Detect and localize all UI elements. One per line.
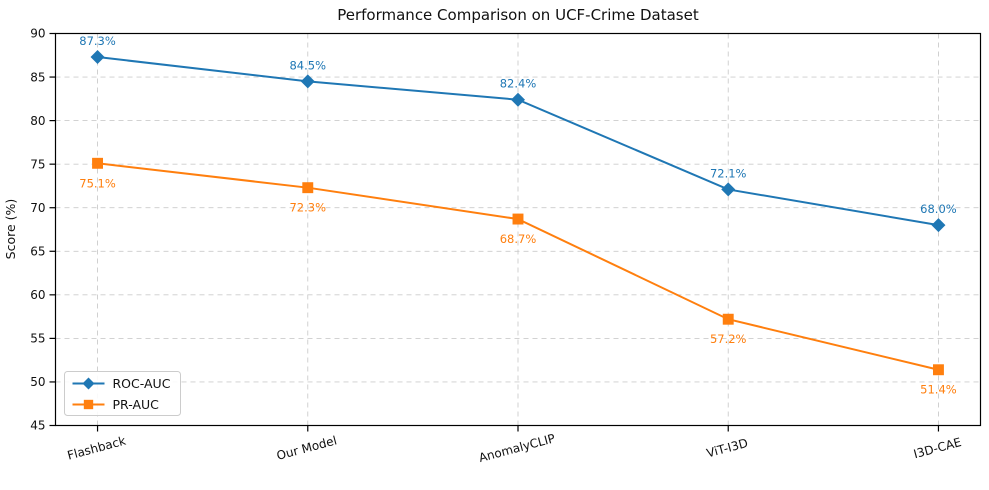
- y-axis-label: Score (%): [3, 199, 18, 260]
- data-point-label: 87.3%: [79, 34, 116, 48]
- data-point-label: 57.2%: [710, 332, 747, 346]
- y-tick-label: 75: [30, 157, 45, 171]
- data-point-marker: [302, 182, 314, 194]
- data-labels: 87.3% 84.5% 82.4% 72.1% 68.0% 75.1% 72.3% 68.7%…: [79, 34, 957, 397]
- y-tick-label: 90: [30, 27, 45, 41]
- axes: [49, 32, 982, 432]
- data-point-label: 68.7%: [500, 232, 537, 246]
- legend: ROC-AUC PR-AUC: [64, 371, 181, 416]
- data-point-marker: [83, 399, 94, 410]
- data-point-marker: [511, 92, 525, 107]
- x-tick-label: AnomalyCLIP: [477, 431, 556, 465]
- y-tick-label: 45: [30, 419, 45, 433]
- x-tick-label: ViT-I3D: [705, 436, 749, 460]
- legend-label-roc-auc: ROC-AUC: [113, 376, 171, 391]
- gridlines: [55, 33, 981, 426]
- legend-label-pr-auc: PR-AUC: [113, 397, 160, 412]
- data-point-marker: [932, 364, 944, 376]
- data-point-label: 51.4%: [920, 383, 957, 397]
- x-tick-labels: Flashback Our Model AnomalyCLIP ViT-I3D I3D-…: [66, 431, 963, 465]
- data-point-marker: [92, 157, 104, 169]
- data-point-marker: [722, 313, 734, 325]
- x-tick-label: Flashback: [66, 434, 128, 463]
- data-point-label: 82.4%: [500, 77, 537, 91]
- data-point-marker: [90, 50, 105, 65]
- series-lines: [90, 50, 946, 376]
- chart-title: Performance Comparison on UCF-Crime Data…: [337, 6, 699, 24]
- data-point-marker: [300, 74, 315, 89]
- data-point-label: 72.1%: [710, 166, 747, 180]
- y-tick-label: 60: [30, 288, 45, 302]
- data-point-marker: [721, 182, 736, 197]
- y-tick-label: 55: [30, 332, 45, 346]
- data-point-marker: [931, 218, 946, 233]
- x-tick-label: I3D-CAE: [912, 435, 963, 461]
- data-point-label: 84.5%: [289, 58, 326, 72]
- data-point-label: 75.1%: [79, 176, 116, 190]
- y-tick-label: 50: [30, 375, 45, 389]
- y-tick-label: 80: [30, 114, 45, 128]
- y-tick-labels: 45 50 55 60 65 70 75 80 85 90: [30, 27, 45, 433]
- data-point-marker: [512, 213, 524, 225]
- data-point-label: 68.0%: [920, 202, 957, 216]
- y-tick-label: 70: [30, 201, 45, 215]
- y-tick-label: 65: [30, 244, 45, 258]
- data-point-marker: [82, 377, 95, 390]
- x-tick-label: Our Model: [275, 433, 338, 463]
- y-tick-label: 85: [30, 70, 45, 84]
- data-point-label: 72.3%: [289, 201, 326, 215]
